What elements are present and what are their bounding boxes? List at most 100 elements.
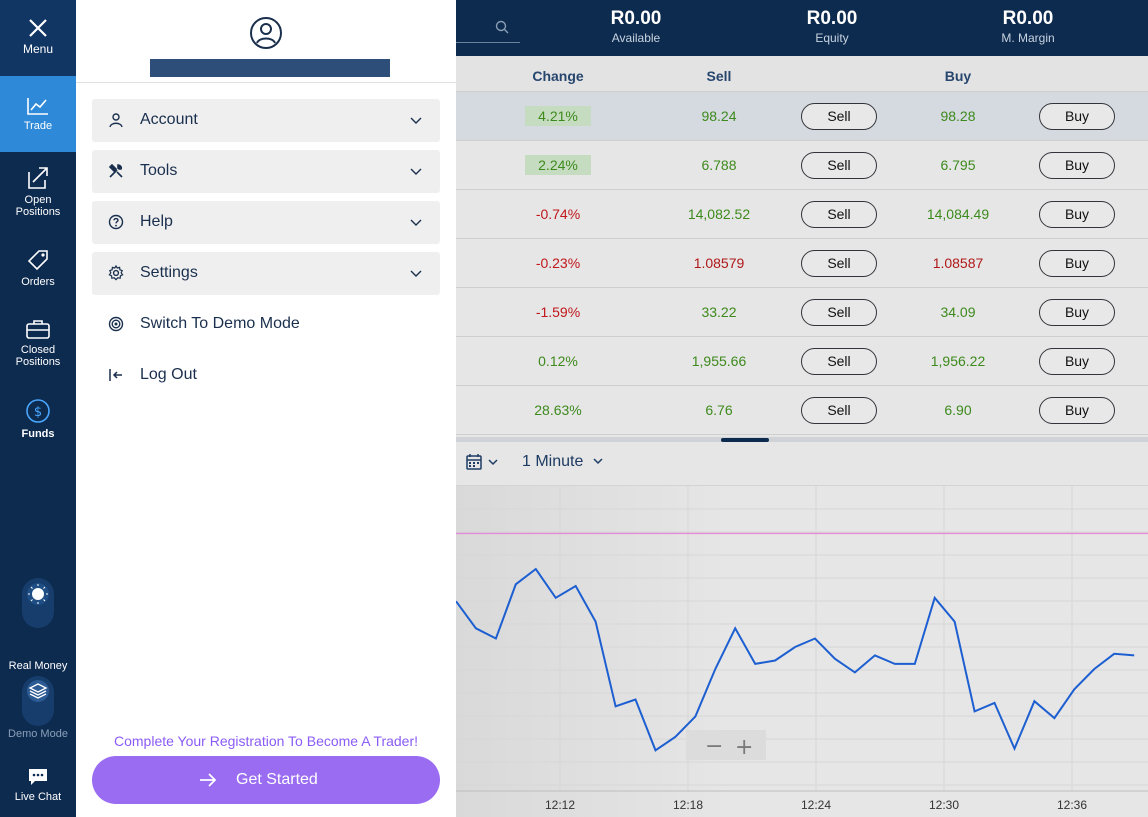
layers-icon <box>28 683 48 699</box>
get-started-label: Get Started <box>236 771 318 788</box>
sun-icon <box>28 584 48 604</box>
sell-button[interactable]: Sell <box>801 250 877 277</box>
interval-select[interactable]: 1 Minute <box>522 453 604 471</box>
change-value: -0.23% <box>535 255 581 271</box>
buy-price: 6.90 <box>944 402 972 418</box>
buy-price: 98.28 <box>940 108 976 124</box>
buy-button[interactable]: Buy <box>1039 348 1115 375</box>
buy-price: 1.08587 <box>932 255 984 271</box>
buy-button[interactable]: Buy <box>1039 201 1115 228</box>
sell-price: 98.24 <box>701 108 737 124</box>
menu-label: Menu <box>22 42 54 56</box>
chat-icon <box>29 769 47 785</box>
buy-button[interactable]: Buy <box>1039 397 1115 424</box>
table-row[interactable]: 0.12% 1,955.66 Sell 1,956.22 Buy <box>456 337 1148 386</box>
instrument-table-header: Change Sell Buy <box>456 56 1148 92</box>
sell-price: 14,082.52 <box>687 206 751 222</box>
gear-icon <box>108 265 124 281</box>
chevron-down-icon <box>593 458 603 465</box>
chevron-down-icon <box>410 219 422 226</box>
menu-button[interactable]: Menu <box>0 0 76 76</box>
chart-grid <box>456 486 1148 792</box>
briefcase-icon <box>26 320 50 339</box>
sell-button[interactable]: Sell <box>801 103 877 130</box>
search-input[interactable] <box>456 42 520 43</box>
sell-button[interactable]: Sell <box>801 152 877 179</box>
calendar-icon[interactable] <box>466 454 500 470</box>
resize-handle[interactable] <box>721 438 769 442</box>
table-row[interactable]: 28.63% 6.76 Sell 6.90 Buy <box>456 386 1148 435</box>
price-series-line <box>456 567 1135 752</box>
menu-item-account[interactable]: Account <box>92 99 440 142</box>
funds-label: Funds <box>21 428 55 440</box>
rail-item-closed-positions[interactable]: Closed Positions <box>0 318 76 368</box>
rail-item-funds[interactable]: $ Funds <box>0 398 76 440</box>
drawer-header <box>76 0 456 83</box>
arrow-right-icon <box>200 773 217 787</box>
x-tick-label: 12:12 <box>545 798 575 812</box>
menu-label: Tools <box>140 162 178 179</box>
account-mode-toggle[interactable] <box>22 676 54 726</box>
change-value: 28.63% <box>534 402 582 418</box>
table-row[interactable]: 2.24% 6.788 Sell 6.795 Buy <box>456 141 1148 190</box>
table-row[interactable]: -0.23% 1.08579 Sell 1.08587 Buy <box>456 239 1148 288</box>
menu-label: Account <box>140 111 198 128</box>
menu-item-help[interactable]: Help <box>92 201 440 244</box>
table-row[interactable]: -1.59% 33.22 Sell 34.09 Buy <box>456 288 1148 337</box>
theme-toggle[interactable] <box>22 578 54 628</box>
panel-divider <box>456 437 1148 442</box>
change-value: 4.21% <box>525 106 591 126</box>
help-icon <box>108 214 124 230</box>
buy-button[interactable]: Buy <box>1039 299 1115 326</box>
registration-prompt: Complete Your Registration To Become A T… <box>113 733 419 749</box>
closed-positions-label-1: Closed <box>20 344 56 356</box>
interval-label: 1 Minute <box>522 453 584 470</box>
zoom-in-button[interactable]: + <box>735 735 753 760</box>
margin-label: M. Margin <box>1001 31 1055 45</box>
menu-item-settings[interactable]: Settings <box>92 252 440 295</box>
table-row[interactable]: -0.74% 14,082.52 Sell 14,084.49 Buy <box>456 190 1148 239</box>
price-chart[interactable]: 12:12 12:18 12:24 12:30 12:36 − + <box>456 486 1148 817</box>
buy-button[interactable]: Buy <box>1039 250 1115 277</box>
sell-button[interactable]: Sell <box>801 299 877 326</box>
sell-price: 33.22 <box>701 304 737 320</box>
change-value: 2.24% <box>525 155 591 175</box>
sell-price: 1,955.66 <box>691 353 747 369</box>
get-started-button[interactable]: Get Started <box>92 756 440 804</box>
live-chat-button[interactable]: Live Chat <box>0 767 76 803</box>
tools-icon <box>108 163 123 178</box>
table-row[interactable]: 4.21% 98.24 Sell 98.28 Buy <box>456 92 1148 141</box>
margin-stat: R0.00 M. Margin <box>968 8 1088 45</box>
search-icon[interactable] <box>495 20 509 34</box>
user-avatar-icon[interactable] <box>249 16 283 50</box>
menu-item-tools[interactable]: Tools <box>92 150 440 193</box>
equity-stat: R0.00 Equity <box>772 8 892 45</box>
svg-text:$: $ <box>34 405 42 420</box>
available-label: Available <box>611 31 661 45</box>
sell-button[interactable]: Sell <box>801 348 877 375</box>
rail-item-trade[interactable]: Trade <box>0 76 76 152</box>
menu-label: Settings <box>140 264 198 281</box>
trade-label: Trade <box>23 120 53 132</box>
sell-button[interactable]: Sell <box>801 201 877 228</box>
menu-item-log-out[interactable]: Log Out <box>92 354 440 397</box>
buy-button[interactable]: Buy <box>1039 103 1115 130</box>
zoom-out-button[interactable]: − <box>705 734 723 759</box>
zoom-background <box>686 730 766 760</box>
chevron-down-icon <box>410 270 422 277</box>
equity-label: Equity <box>815 31 849 45</box>
menu-label: Switch To Demo Mode <box>140 315 300 332</box>
closed-positions-label-2: Positions <box>15 356 61 368</box>
sell-price: 1.08579 <box>693 255 745 271</box>
change-value: -0.74% <box>535 206 581 222</box>
rail-item-open-positions[interactable]: Open Positions <box>0 162 76 218</box>
margin-value: R0.00 <box>1002 8 1054 29</box>
buy-button[interactable]: Buy <box>1039 152 1115 179</box>
menu-item-switch-demo[interactable]: Switch To Demo Mode <box>92 303 440 346</box>
available-stat: R0.00 Available <box>576 8 696 45</box>
sell-button[interactable]: Sell <box>801 397 877 424</box>
x-tick-label: 12:18 <box>673 798 703 812</box>
chevron-down-icon <box>410 168 422 175</box>
rail-item-orders[interactable]: Orders <box>0 248 76 288</box>
menu-drawer: Account Tools Help Settings Switch To De… <box>76 0 456 817</box>
